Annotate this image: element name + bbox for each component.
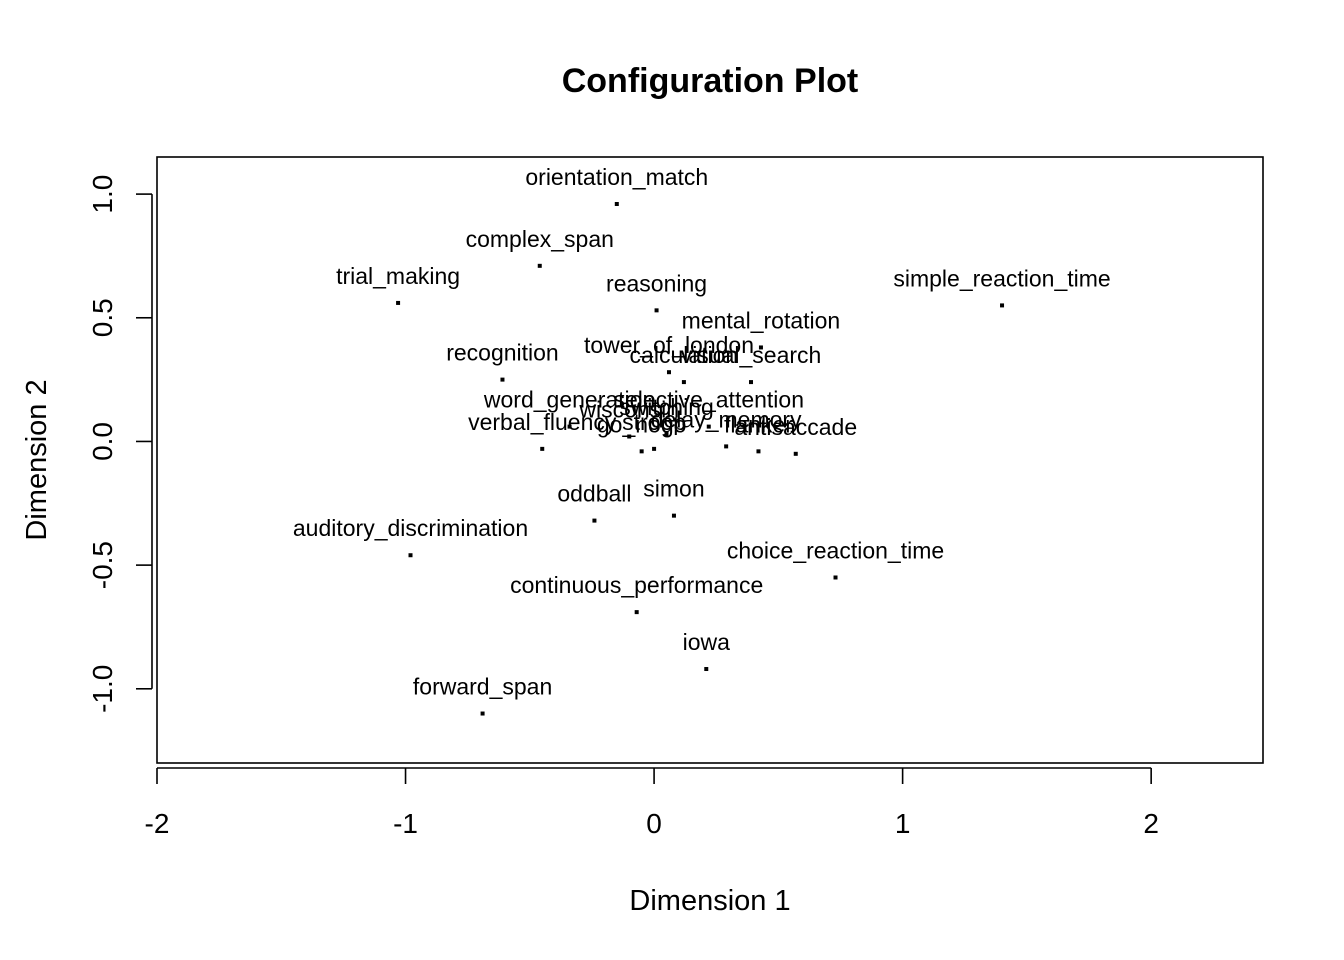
point-label: flanker [724,411,793,437]
point-label: complex_span [466,226,614,252]
point-label: mental_rotation [682,307,841,333]
data-point [793,451,798,456]
data-point [627,434,632,439]
y-tick-label: 0.5 [87,298,118,337]
x-axis-label: Dimension 1 [629,885,790,917]
data-point [652,446,657,451]
point-label: antisaccade [734,414,857,440]
point-label: forward_span [413,674,552,700]
data-point [681,380,686,385]
point-label: word_generation [483,387,655,413]
point-label: switching [619,394,714,420]
point-label: reasoning [606,270,707,296]
point-label: continuous_performance [510,572,763,598]
point-label: wisconsin [578,397,679,423]
y-tick-label: 0.0 [87,422,118,461]
x-tick-label: -1 [393,808,418,839]
point-label: simple_reaction_time [893,265,1110,291]
data-point [724,444,729,449]
y-tick-label: 1.0 [87,175,118,214]
point-label: tower_of_london [584,332,754,358]
point-label: stroop [622,409,686,435]
point-label: simon [643,476,704,502]
data-point [706,424,711,429]
data-point [756,449,761,454]
plot-area-box [156,156,1264,764]
x-axis: -2 -1 0 1 2 [145,767,1159,839]
x-tick-label: -2 [145,808,170,839]
y-tick-label: -0.5 [87,541,118,589]
data-point [833,575,838,580]
data-point [749,380,754,385]
x-tick-label: 0 [646,808,662,839]
data-point [639,449,644,454]
data-point [537,263,542,268]
point-label: oddball [557,481,631,507]
point-label: verbal_fluency [468,409,617,435]
data-point [758,345,763,350]
point-label: trial_making [336,263,460,289]
x-tick-label: 2 [1143,808,1159,839]
point-label: recognition [446,340,559,366]
point-label: selective_attention [613,387,804,413]
chart-title: Configuration Plot [562,62,859,100]
data-point [1000,303,1005,308]
point-label: iowa [683,629,731,655]
point-label: calculation [630,342,739,368]
y-axis-label: Dimension 2 [21,379,53,540]
data-point [396,300,401,305]
point-label: go_nogo [597,411,687,437]
data-point [500,377,505,382]
point-label: auditory_discrimination [293,515,528,541]
data-point [664,432,669,437]
data-point [654,308,659,313]
point-label: choice_reaction_time [727,537,944,563]
data-point [634,610,639,615]
point-label: delay_memory [651,406,802,432]
point-label: visual_search [681,342,822,368]
data-point [704,667,709,672]
data-point [666,370,671,375]
point-label: orientation_match [525,164,708,190]
data-point [567,424,572,429]
data-points: orientation_match complex_spantrial_makin… [293,164,1111,716]
data-point [408,553,413,558]
data-point [614,201,619,206]
data-point [592,518,597,523]
y-tick-label: -1.0 [87,665,118,713]
y-axis: -1.0 -0.5 0.0 0.5 1.0 [87,175,153,713]
data-point [671,513,676,518]
data-point [480,711,485,716]
data-point [540,446,545,451]
x-tick-label: 1 [895,808,911,839]
